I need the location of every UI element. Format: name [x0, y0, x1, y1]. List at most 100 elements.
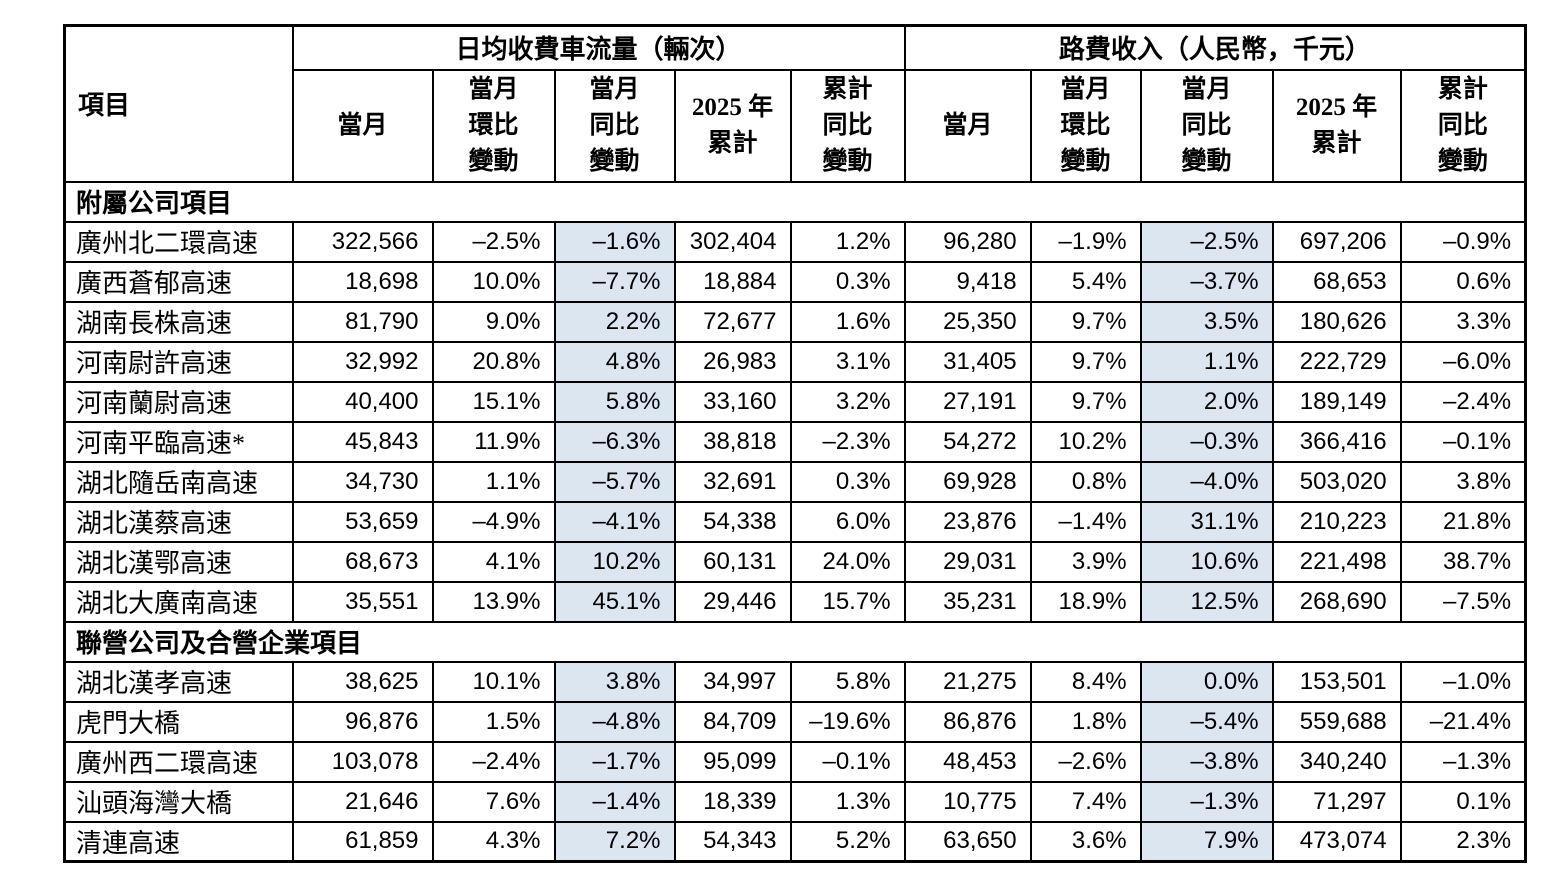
value-cell: 69,928 — [903, 460, 1032, 503]
value-cell: 9,418 — [903, 260, 1032, 303]
value-cell: 34,730 — [291, 460, 434, 503]
value-cell: 12.5% — [1139, 580, 1274, 623]
table-row: 湖北漢蔡高速 53,659 –4.9% –4.1% 54,338 6.0% 23,876 –1… — [63, 500, 1527, 543]
toll-data-table: 項目 日均收費車流量（輛次） 路費收入（人民幣，千元） 當月 當月 環比 變動 … — [63, 24, 1528, 863]
value-cell: 20.8% — [431, 340, 556, 383]
value-cell: 23,876 — [903, 500, 1032, 543]
project-name: 湖北漢孝高速 — [63, 660, 294, 703]
value-cell: –1.7% — [553, 740, 676, 783]
project-name: 湖北漢蔡高速 — [63, 500, 294, 543]
value-cell: 26,983 — [673, 340, 792, 383]
value-cell: 53,659 — [291, 500, 434, 543]
value-cell: 9.7% — [1029, 340, 1142, 383]
value-cell: 0.1% — [1399, 780, 1527, 823]
table-row: 湖北漢鄂高速 68,673 4.1% 10.2% 60,131 24.0% 29,031 3.… — [63, 540, 1527, 583]
project-name: 河南平臨高速* — [63, 420, 294, 463]
table-header: 項目 日均收費車流量（輛次） 路費收入（人民幣，千元） 當月 當月 環比 變動 … — [63, 24, 1527, 183]
value-cell: 366,416 — [1271, 420, 1402, 463]
value-cell: 38,625 — [291, 660, 434, 703]
value-cell: 10.1% — [431, 660, 556, 703]
value-cell: 11.9% — [431, 420, 556, 463]
value-cell: 31.1% — [1139, 500, 1274, 543]
value-cell: –2.5% — [1139, 220, 1274, 263]
value-cell: 18,339 — [673, 780, 792, 823]
value-cell: 35,551 — [291, 580, 434, 623]
revenue-mom-change-header: 當月 環比 變動 — [1029, 68, 1142, 183]
value-cell: 27,191 — [903, 380, 1032, 423]
value-cell: 7.2% — [553, 820, 676, 863]
project-name: 廣州北二環高速 — [63, 220, 294, 263]
value-cell: –19.6% — [789, 700, 906, 743]
table-row: 湖北大廣南高速 35,551 13.9% 45.1% 29,446 15.7% 35,231… — [63, 580, 1527, 623]
value-cell: 38.7% — [1399, 540, 1527, 583]
table-row: 虎門大橋 96,876 1.5% –4.8% 84,709 –19.6% 86,876 1.8… — [63, 700, 1527, 743]
value-cell: 3.5% — [1139, 300, 1274, 343]
value-cell: 24.0% — [789, 540, 906, 583]
value-cell: 697,206 — [1271, 220, 1402, 263]
value-cell: –5.7% — [553, 460, 676, 503]
value-cell: 10.2% — [553, 540, 676, 583]
value-cell: 32,691 — [673, 460, 792, 503]
value-cell: 180,626 — [1271, 300, 1402, 343]
value-cell: –2.4% — [1399, 380, 1527, 423]
value-cell: 45,843 — [291, 420, 434, 463]
project-name: 湖北大廣南高速 — [63, 580, 294, 623]
value-cell: 15.7% — [789, 580, 906, 623]
value-cell: –1.4% — [1029, 500, 1142, 543]
value-cell: 7.9% — [1139, 820, 1274, 863]
value-cell: –2.5% — [431, 220, 556, 263]
value-cell: 32,992 — [291, 340, 434, 383]
value-cell: 1.1% — [1139, 340, 1274, 383]
value-cell: 5.8% — [553, 380, 676, 423]
value-cell: –6.0% — [1399, 340, 1527, 383]
value-cell: 222,729 — [1271, 340, 1402, 383]
value-cell: 8.4% — [1029, 660, 1142, 703]
value-cell: –2.3% — [789, 420, 906, 463]
value-cell: –1.3% — [1399, 740, 1527, 783]
traffic-current-month-header: 當月 — [291, 68, 434, 183]
traffic-mom-change-header: 當月 環比 變動 — [431, 68, 556, 183]
value-cell: 18.9% — [1029, 580, 1142, 623]
value-cell: 60,131 — [673, 540, 792, 583]
value-cell: 5.8% — [789, 660, 906, 703]
project-name: 湖北漢鄂高速 — [63, 540, 294, 583]
revenue-yoy-change-header: 當月 同比 變動 — [1139, 68, 1274, 183]
value-cell: 21,275 — [903, 660, 1032, 703]
value-cell: 0.8% — [1029, 460, 1142, 503]
value-cell: 72,677 — [673, 300, 792, 343]
value-cell: 3.8% — [1399, 460, 1527, 503]
revenue-current-month-header: 當月 — [903, 68, 1032, 183]
value-cell: –4.8% — [553, 700, 676, 743]
value-cell: 18,884 — [673, 260, 792, 303]
value-cell: –0.3% — [1139, 420, 1274, 463]
value-cell: 2.0% — [1139, 380, 1274, 423]
value-cell: 340,240 — [1271, 740, 1402, 783]
value-cell: –1.3% — [1139, 780, 1274, 823]
value-cell: 3.2% — [789, 380, 906, 423]
value-cell: –6.3% — [553, 420, 676, 463]
value-cell: 54,338 — [673, 500, 792, 543]
value-cell: 10,775 — [903, 780, 1032, 823]
value-cell: –4.9% — [431, 500, 556, 543]
section-title: 附屬公司項目 — [63, 180, 1527, 223]
project-name: 廣州西二環高速 — [63, 740, 294, 783]
section-header-row: 聯營公司及合營企業項目 — [63, 620, 1527, 663]
value-cell: 268,690 — [1271, 580, 1402, 623]
value-cell: –2.4% — [431, 740, 556, 783]
traffic-yoy-change-header: 當月 同比 變動 — [553, 68, 676, 183]
value-cell: 21,646 — [291, 780, 434, 823]
project-name: 河南蘭尉高速 — [63, 380, 294, 423]
value-cell: –4.0% — [1139, 460, 1274, 503]
value-cell: –5.4% — [1139, 700, 1274, 743]
value-cell: 1.6% — [789, 300, 906, 343]
value-cell: 0.3% — [789, 460, 906, 503]
value-cell: 33,160 — [673, 380, 792, 423]
value-cell: 29,031 — [903, 540, 1032, 583]
value-cell: –0.9% — [1399, 220, 1527, 263]
toll-data-table-container: 項目 日均收費車流量（輛次） 路費收入（人民幣，千元） 當月 當月 環比 變動 … — [63, 24, 1528, 863]
table-row: 廣州西二環高速 103,078 –2.4% –1.7% 95,099 –0.1% 48,45… — [63, 740, 1527, 783]
value-cell: –1.0% — [1399, 660, 1527, 703]
value-cell: 1.1% — [431, 460, 556, 503]
group-header-row: 項目 日均收費車流量（輛次） 路費收入（人民幣，千元） — [63, 24, 1527, 183]
value-cell: 54,343 — [673, 820, 792, 863]
